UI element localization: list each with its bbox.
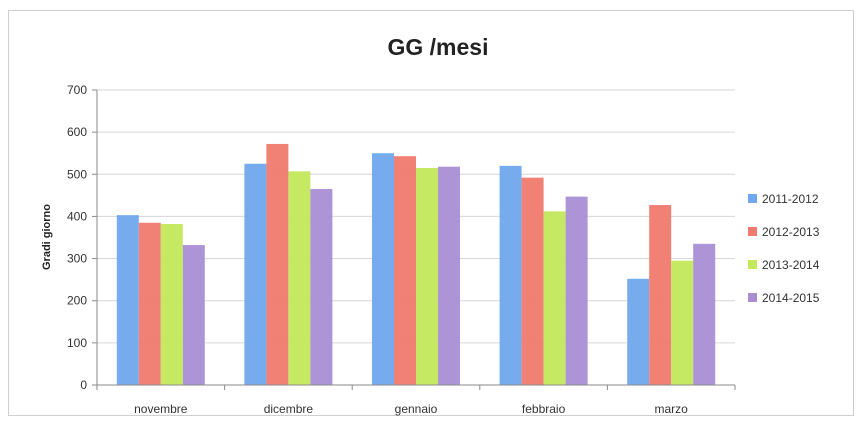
legend-swatch (748, 260, 757, 269)
bar (543, 211, 566, 385)
bar (693, 243, 716, 385)
bar (627, 278, 650, 385)
bar (116, 215, 139, 385)
bar (521, 177, 544, 385)
y-tick-label: 700 (67, 83, 87, 97)
bar (416, 167, 438, 385)
bars (116, 143, 716, 385)
y-tick-label: 100 (67, 336, 87, 350)
x-tick-label: gennaio (395, 402, 438, 416)
y-tick-label: 500 (67, 167, 87, 181)
bar (310, 189, 333, 385)
bar (138, 222, 161, 385)
x-tick-label: dicembre (264, 402, 314, 416)
bar (244, 163, 267, 385)
legend-label: 2012-2013 (762, 225, 820, 239)
y-tick-label: 400 (67, 209, 87, 223)
y-tick-label: 0 (80, 378, 87, 392)
bar (565, 196, 588, 385)
legend-swatch (748, 293, 757, 302)
bar (182, 245, 205, 385)
y-tick-label: 600 (67, 125, 87, 139)
y-axis-label: Gradi giorno (41, 204, 53, 270)
bar (266, 143, 289, 385)
x-tick-label: novembre (134, 402, 188, 416)
y-tick-label: 300 (67, 252, 87, 266)
bar (288, 171, 311, 385)
legend-swatch (748, 227, 757, 236)
bar (372, 153, 394, 385)
bar (394, 156, 416, 385)
bar (438, 166, 460, 385)
bar (160, 224, 183, 385)
chart-title: GG /mesi (388, 34, 489, 60)
legend-label: 2013-2014 (762, 258, 820, 272)
legend-swatch (748, 194, 757, 203)
axes: 0 100 200 300 400 500 600 700 novembre dicembre ge… (67, 83, 736, 416)
bar (671, 260, 694, 385)
x-tick-label: febbraio (522, 402, 566, 416)
legend-label: 2011-2012 (762, 192, 819, 206)
bar (649, 205, 672, 385)
y-tick-label: 200 (67, 294, 87, 308)
legend: 2011-2012 2012-2013 2013-2014 2014-2015 (748, 192, 820, 305)
legend-label: 2014-2015 (762, 291, 820, 305)
x-tick-label: marzo (655, 402, 689, 416)
bar (499, 165, 522, 385)
